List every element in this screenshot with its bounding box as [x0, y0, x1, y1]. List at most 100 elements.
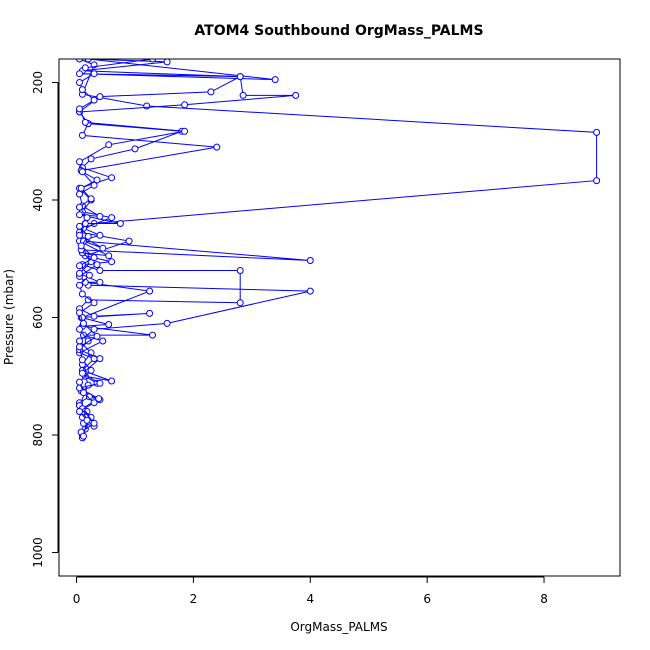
data-point [306, 287, 314, 295]
data-point [84, 296, 92, 304]
data-point [93, 332, 101, 340]
x-axis: 0 2 4 6 8 [73, 576, 548, 606]
data-point [131, 145, 139, 153]
data-point [99, 337, 107, 345]
data-point [108, 258, 116, 266]
data-point [96, 267, 104, 274]
data-point [99, 244, 107, 252]
data-point [78, 131, 86, 139]
data-point [78, 356, 86, 364]
x-axis-label: OrgMass_PALMS [290, 620, 387, 634]
data-point [163, 59, 171, 66]
data-point [239, 91, 247, 99]
data-point [90, 419, 98, 427]
data-point [105, 321, 113, 328]
y-tick-label: 600 [31, 306, 45, 329]
data-point [105, 252, 113, 260]
data-point [78, 290, 86, 298]
data-point [80, 319, 87, 327]
data-point [81, 118, 89, 126]
data-point [76, 408, 83, 415]
data-point [78, 168, 86, 176]
y-tick-label: 1000 [31, 537, 45, 568]
data-point [76, 281, 83, 289]
data-point [96, 93, 104, 101]
data-point [96, 355, 104, 363]
data-point [96, 278, 104, 286]
data-point [125, 237, 133, 245]
data-point [76, 105, 83, 113]
data-point [76, 309, 83, 317]
data-point [108, 174, 116, 182]
data-point [292, 91, 300, 99]
data-point [76, 70, 83, 78]
data-point [149, 59, 156, 63]
data-point [76, 222, 83, 230]
x-tick-label: 6 [423, 592, 431, 606]
data-point [146, 287, 154, 295]
data-point [76, 203, 83, 211]
data-point [76, 337, 83, 345]
x-tick-label: 0 [73, 592, 81, 606]
data-point [593, 128, 601, 136]
data-point [78, 86, 86, 94]
series-layer [76, 59, 601, 442]
data-point [213, 143, 221, 151]
y-axis: 200 400 600 800 1000 [31, 71, 59, 568]
data-point [76, 343, 83, 351]
data-point [76, 269, 83, 277]
data-point [87, 366, 95, 374]
data-point [77, 242, 85, 250]
data-point [76, 158, 83, 166]
data-point [116, 220, 124, 227]
y-tick-label: 200 [31, 71, 45, 94]
chart-title: ATOM4 Southbound OrgMass_PALMS [194, 23, 483, 39]
data-point [163, 319, 171, 327]
data-point [93, 261, 101, 269]
y-axis-label: Pressure (mbar) [2, 269, 16, 365]
data-point [76, 190, 83, 198]
series-4 [76, 59, 189, 440]
data-point [76, 262, 83, 270]
data-point [83, 214, 91, 222]
data-point [96, 231, 104, 239]
data-point [76, 59, 83, 63]
data-point [93, 176, 101, 184]
data-point [236, 299, 244, 307]
x-tick-label: 8 [540, 592, 548, 606]
data-point [84, 59, 92, 63]
data-point [236, 73, 244, 81]
data-point [80, 389, 87, 397]
data-point [80, 432, 87, 440]
data-point [181, 127, 189, 135]
data-point [90, 299, 98, 307]
data-point [593, 177, 601, 185]
data-point [90, 325, 98, 333]
data-point [95, 395, 103, 403]
data-point [143, 102, 151, 110]
data-point [90, 399, 98, 407]
data-point [83, 416, 91, 424]
data-point [76, 79, 83, 86]
data-point [96, 212, 104, 220]
plot-frame [58, 58, 621, 577]
y-tick-label: 800 [31, 424, 45, 447]
x-tick-label: 4 [306, 592, 314, 606]
data-point [85, 271, 93, 279]
data-point [78, 369, 86, 377]
data-point [96, 379, 104, 387]
data-point [108, 377, 116, 385]
data-point [90, 96, 98, 104]
data-point [181, 101, 189, 109]
data-point [271, 76, 279, 84]
data-point [149, 331, 156, 339]
data-point [77, 184, 85, 192]
data-point [90, 254, 98, 262]
data-point [76, 378, 83, 386]
data-point [236, 267, 244, 274]
data-point [87, 195, 95, 203]
x-tick-label: 2 [190, 592, 198, 606]
data-point [146, 309, 154, 317]
data-point [108, 214, 116, 222]
data-point [87, 155, 95, 163]
